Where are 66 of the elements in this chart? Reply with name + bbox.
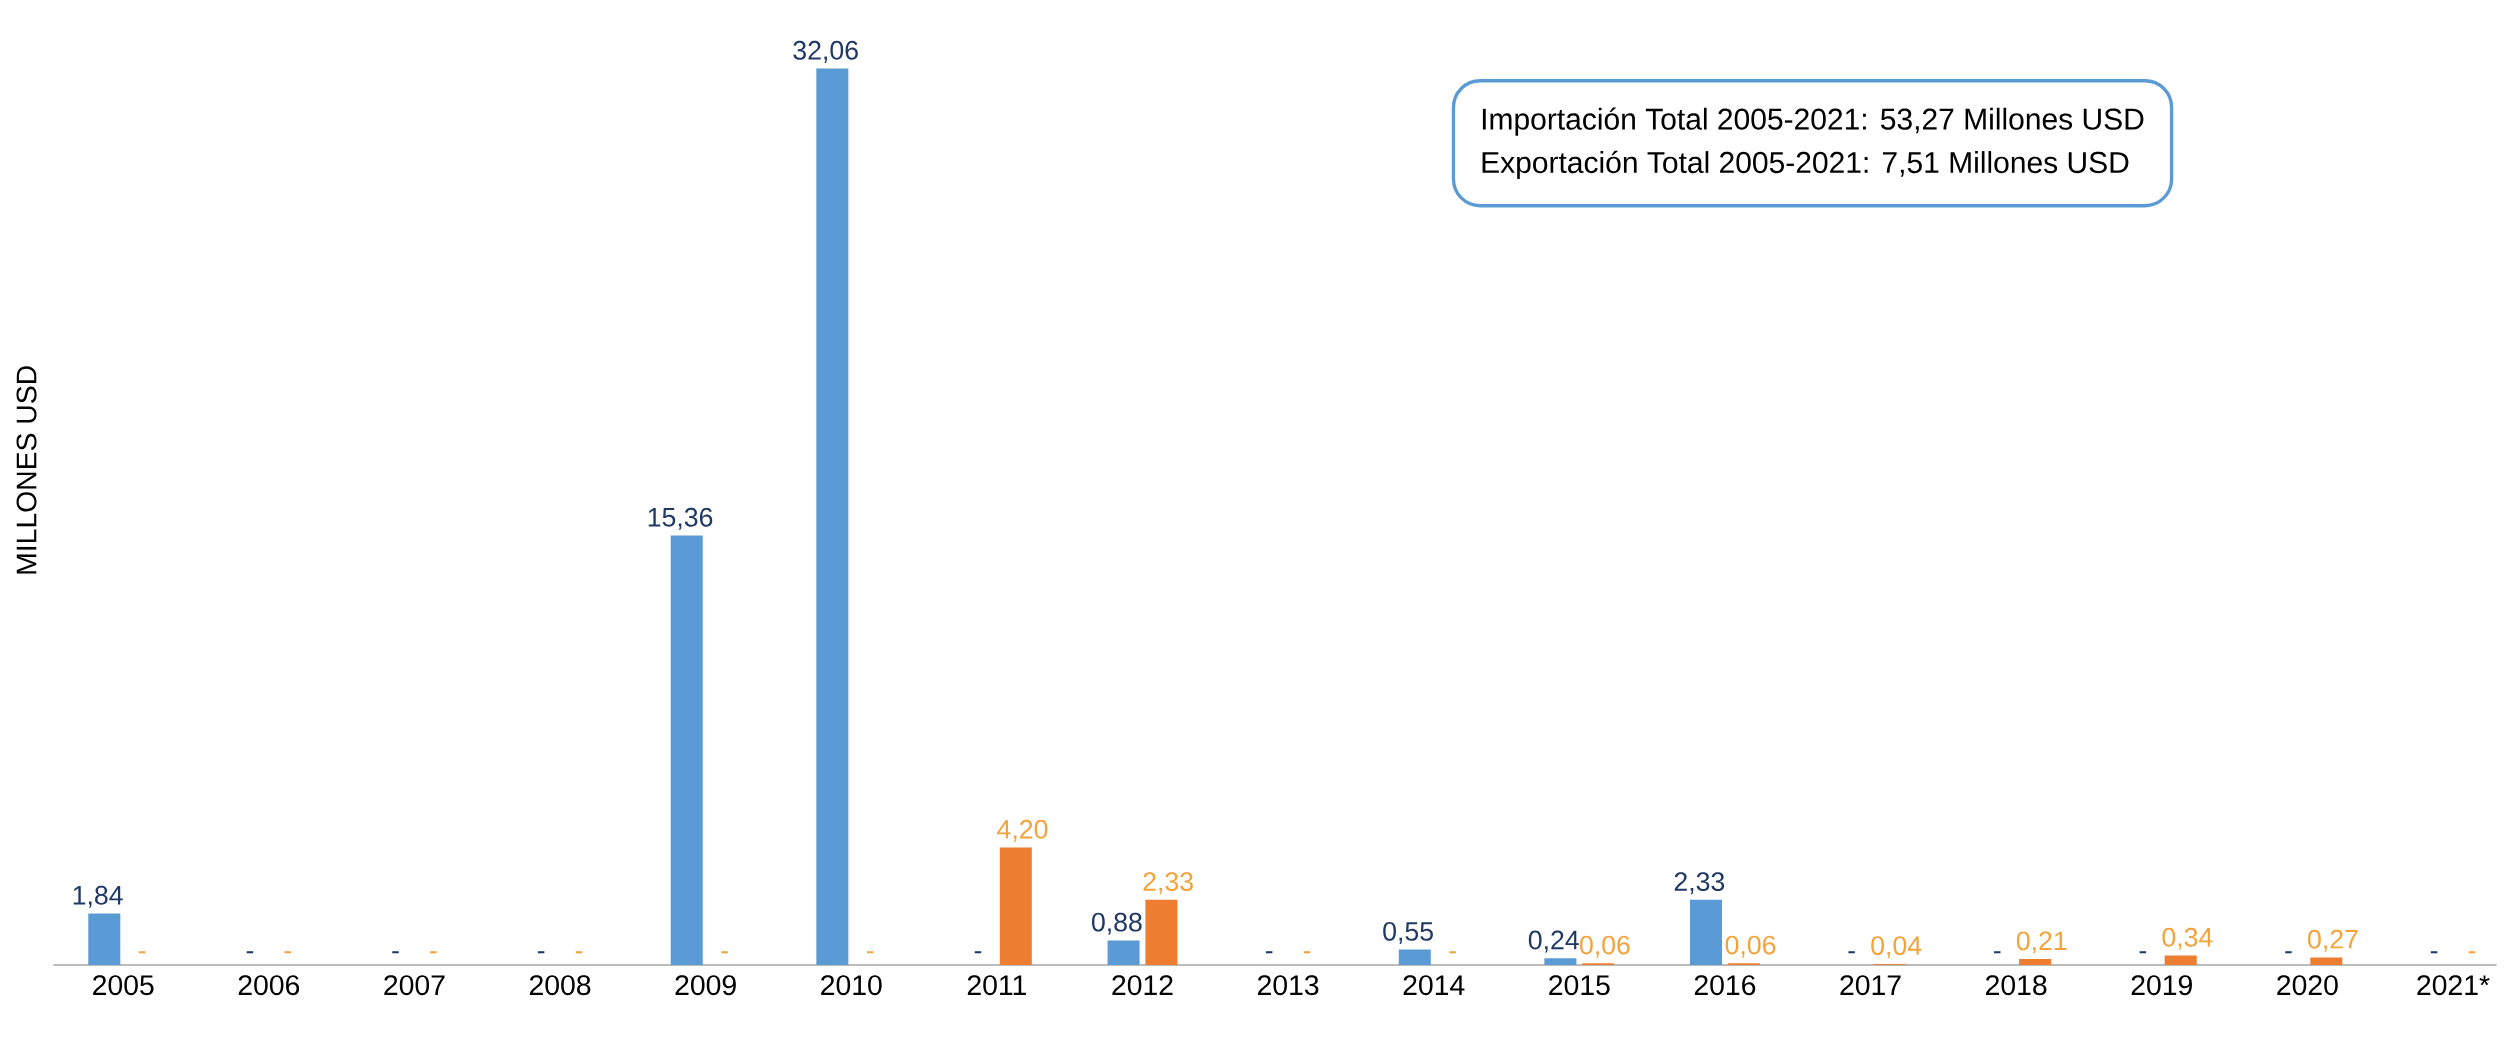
bar: [1145, 899, 1178, 965]
data-label: -: [138, 951, 146, 954]
data-label: 0,06: [1580, 935, 1630, 958]
x-tick-label: 2015: [1549, 975, 1610, 996]
data-label: -: [430, 951, 437, 954]
x-tick-label: 2021*: [2417, 975, 2490, 996]
bar: [816, 68, 849, 965]
x-tick-label: 2012: [1112, 975, 1173, 996]
x-tick-label: 2005: [93, 975, 154, 996]
bar: [1107, 940, 1140, 965]
data-label: 0,34: [2162, 927, 2213, 950]
data-label: -: [2139, 951, 2147, 954]
x-tick-label: 2014: [1403, 975, 1465, 996]
x-tick-label: 2019: [2131, 975, 2192, 996]
data-label: 0,24: [1528, 930, 1579, 953]
bar: [2164, 955, 2197, 965]
data-label: 2,33: [1674, 872, 1725, 895]
data-label: -: [392, 951, 399, 954]
data-label: -: [1265, 951, 1273, 954]
x-tick-label: 2017: [1840, 975, 1901, 996]
x-tick-label: 2007: [384, 975, 445, 996]
data-label: -: [2430, 951, 2438, 954]
data-label: 0,88: [1092, 912, 1142, 935]
x-tick-label: 2018: [1986, 975, 2047, 996]
data-label: -: [866, 951, 874, 954]
data-label: -: [284, 951, 292, 954]
data-label: -: [1303, 951, 1311, 954]
data-label: 0,04: [1871, 936, 1922, 959]
data-label: -: [1993, 951, 2001, 954]
data-label: 32,06: [793, 40, 858, 63]
data-label: 1,84: [73, 885, 123, 908]
data-label: 2,33: [1143, 872, 1193, 895]
data-label: 0,21: [2016, 931, 2067, 954]
data-label: -: [2468, 951, 2476, 954]
bar: [1398, 949, 1431, 965]
data-label: 0,55: [1383, 921, 1433, 944]
x-tick-label: 2011: [967, 975, 1026, 996]
x-tick-label: 2008: [529, 975, 591, 996]
data-label: -: [721, 951, 728, 954]
bar: [670, 535, 703, 965]
data-label: 0,27: [2308, 929, 2358, 952]
data-label: -: [2285, 951, 2292, 954]
bar: [2019, 959, 2052, 965]
data-label: -: [537, 951, 545, 954]
data-label: 4,20: [997, 819, 1048, 842]
data-label: 15,36: [648, 507, 713, 530]
x-tick-label: 2016: [1694, 975, 1756, 996]
x-tick-label: 2013: [1258, 975, 1319, 996]
data-label: -: [575, 951, 583, 954]
data-label: -: [1449, 951, 1456, 954]
y-axis-title: MILLONES USD: [16, 366, 37, 574]
data-label: -: [974, 951, 982, 954]
bar: [1544, 958, 1577, 965]
x-tick-label: 2020: [2277, 975, 2338, 996]
x-tick-label: 2009: [675, 975, 736, 996]
bar: [999, 847, 1032, 965]
annotation: Importación Total 2005-2021: 53,27 Millones USD: [1482, 107, 2144, 136]
data-label: 0,06: [1725, 935, 1776, 958]
bar: [1689, 899, 1723, 965]
bar: [2310, 957, 2343, 965]
annotation: Exportación Total 2005-2021: 7,51 Millones USD: [1482, 150, 2129, 180]
x-tick-label: 2006: [238, 975, 300, 996]
data-label: -: [246, 951, 254, 954]
data-label: -: [1848, 951, 1855, 954]
x-tick-label: 2010: [821, 975, 882, 996]
bar: [88, 913, 121, 965]
